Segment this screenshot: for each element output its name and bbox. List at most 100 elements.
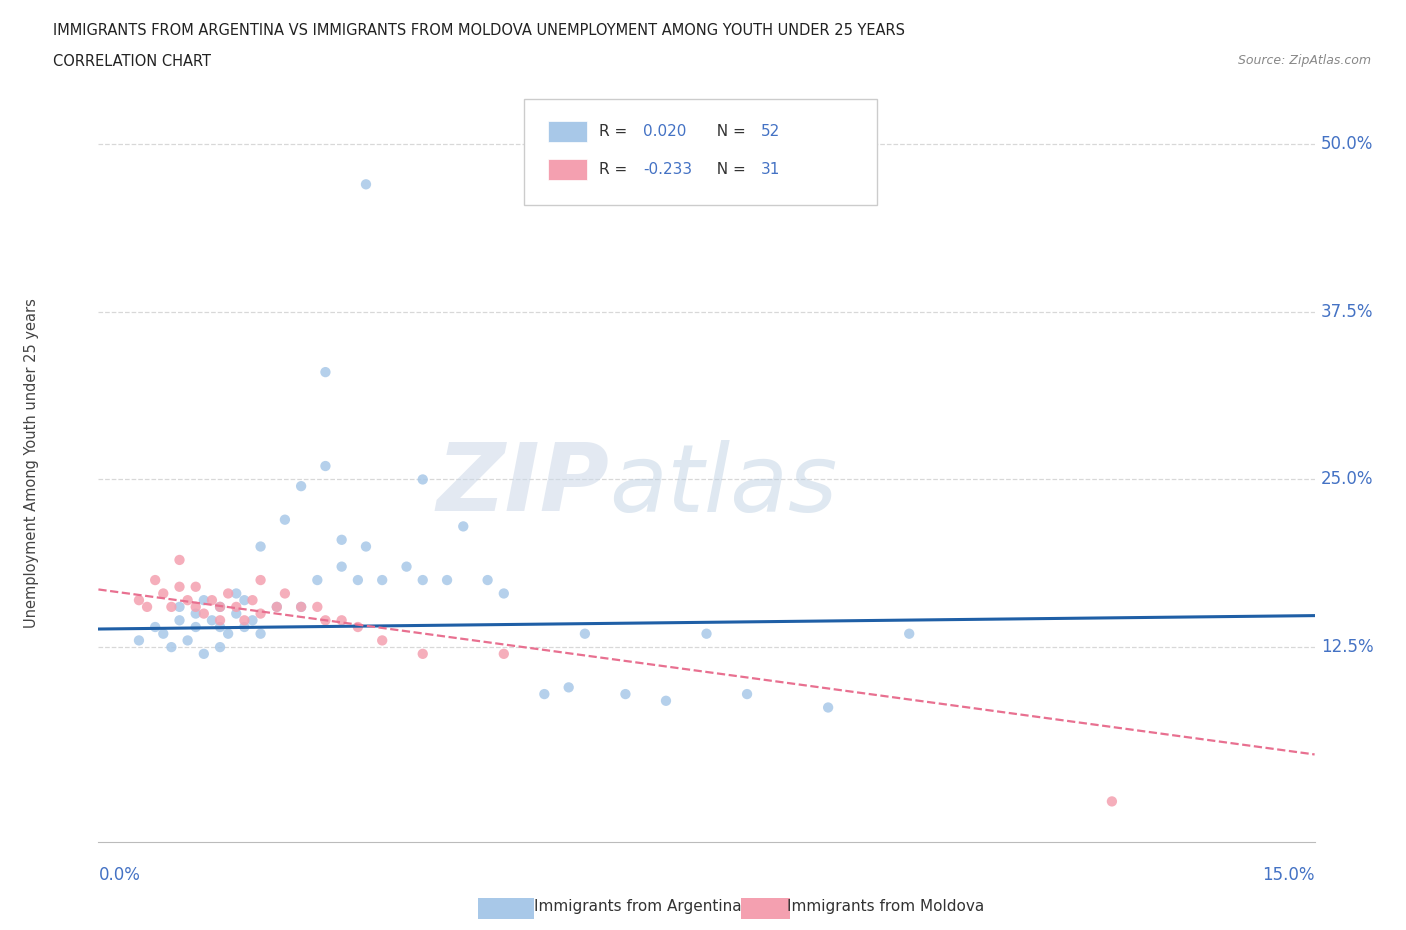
Point: [249, 606, 271, 621]
Point: [492, 586, 515, 601]
Text: 25.0%: 25.0%: [1320, 471, 1374, 488]
Point: [128, 592, 150, 607]
Point: [395, 559, 418, 574]
Point: [169, 552, 191, 567]
Text: 0.020: 0.020: [644, 124, 686, 139]
Point: [160, 600, 183, 615]
Point: [201, 592, 224, 607]
Point: [184, 606, 207, 621]
Point: [533, 686, 555, 701]
Point: [152, 586, 174, 601]
Point: [136, 600, 159, 615]
Text: 0.0%: 0.0%: [98, 866, 141, 884]
Text: 31: 31: [761, 162, 780, 177]
Point: [209, 600, 232, 615]
Text: Source: ZipAtlas.com: Source: ZipAtlas.com: [1237, 54, 1371, 67]
Point: [347, 619, 370, 634]
Point: [290, 479, 312, 494]
Point: [233, 592, 256, 607]
FancyBboxPatch shape: [548, 121, 588, 142]
Point: [290, 600, 312, 615]
Point: [242, 613, 264, 628]
Point: [233, 613, 256, 628]
Text: CORRELATION CHART: CORRELATION CHART: [53, 54, 211, 69]
Point: [614, 686, 637, 701]
Text: Unemployment Among Youth under 25 years: Unemployment Among Youth under 25 years: [24, 298, 39, 628]
Point: [209, 600, 232, 615]
Point: [233, 619, 256, 634]
FancyBboxPatch shape: [548, 159, 588, 180]
Point: [354, 177, 377, 192]
FancyBboxPatch shape: [524, 99, 877, 205]
Point: [574, 626, 596, 641]
Point: [225, 606, 247, 621]
Text: 12.5%: 12.5%: [1320, 638, 1374, 657]
Text: 50.0%: 50.0%: [1320, 135, 1374, 153]
Point: [314, 613, 336, 628]
Point: [184, 579, 207, 594]
Point: [201, 613, 224, 628]
Point: [209, 619, 232, 634]
Point: [453, 519, 475, 534]
Point: [371, 633, 394, 648]
Point: [371, 573, 394, 588]
Text: ZIP: ZIP: [436, 439, 609, 531]
Point: [193, 606, 215, 621]
Point: [225, 600, 247, 615]
Point: [696, 626, 718, 641]
Point: [655, 694, 678, 709]
Text: 15.0%: 15.0%: [1263, 866, 1315, 884]
Point: [330, 559, 353, 574]
Point: [290, 600, 312, 615]
Point: [354, 539, 377, 554]
Point: [1101, 794, 1123, 809]
Point: [735, 686, 758, 701]
Point: [169, 613, 191, 628]
Point: [193, 646, 215, 661]
Text: IMMIGRANTS FROM ARGENTINA VS IMMIGRANTS FROM MOLDOVA UNEMPLOYMENT AMONG YOUTH UN: IMMIGRANTS FROM ARGENTINA VS IMMIGRANTS …: [53, 23, 905, 38]
Text: 52: 52: [761, 124, 780, 139]
Point: [412, 646, 434, 661]
Point: [314, 458, 336, 473]
Text: Immigrants from Moldova: Immigrants from Moldova: [787, 899, 984, 914]
Text: atlas: atlas: [609, 440, 838, 531]
Point: [330, 613, 353, 628]
Point: [477, 573, 499, 588]
Point: [128, 633, 150, 648]
Point: [249, 539, 271, 554]
Point: [307, 600, 329, 615]
Text: -0.233: -0.233: [644, 162, 692, 177]
Point: [176, 633, 198, 648]
Point: [266, 600, 288, 615]
Point: [184, 600, 207, 615]
Point: [436, 573, 458, 588]
Point: [249, 626, 271, 641]
Point: [266, 600, 288, 615]
Point: [249, 573, 271, 588]
Point: [898, 626, 921, 641]
Point: [817, 700, 839, 715]
Text: Immigrants from Argentina: Immigrants from Argentina: [534, 899, 742, 914]
Point: [330, 532, 353, 547]
Point: [184, 619, 207, 634]
Point: [557, 680, 579, 695]
Point: [209, 640, 232, 655]
Point: [274, 586, 297, 601]
Point: [176, 592, 198, 607]
Point: [143, 573, 166, 588]
Point: [217, 586, 239, 601]
Point: [160, 640, 183, 655]
Point: [143, 619, 166, 634]
Text: 37.5%: 37.5%: [1320, 303, 1374, 321]
Point: [169, 600, 191, 615]
Text: R =: R =: [599, 162, 633, 177]
Text: R =: R =: [599, 124, 633, 139]
Point: [225, 586, 247, 601]
Text: N =: N =: [707, 124, 751, 139]
Point: [492, 646, 515, 661]
Point: [412, 472, 434, 487]
Point: [242, 592, 264, 607]
Point: [274, 512, 297, 527]
Point: [347, 573, 370, 588]
Point: [307, 573, 329, 588]
